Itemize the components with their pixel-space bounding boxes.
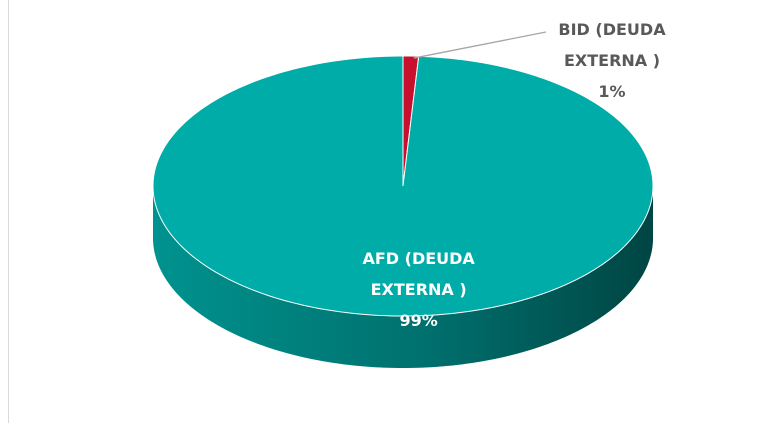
pie-side-shade — [153, 186, 653, 368]
label-category: BID (DEUDA EXTERNA ) — [558, 20, 666, 70]
leader-line — [413, 31, 547, 59]
label-category: AFD (DEUDA EXTERNA ) — [362, 248, 475, 299]
pie-slice — [152, 55, 654, 317]
label-value: 99% — [399, 310, 438, 330]
label-value: 1% — [598, 82, 626, 101]
data-label: AFD (DEUDA EXTERNA ) 99% — [349, 243, 489, 336]
data-label: BID (DEUDA EXTERNA ) 1% — [542, 14, 682, 107]
